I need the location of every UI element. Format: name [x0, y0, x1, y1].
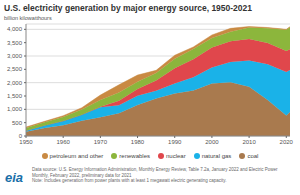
html-text:coal: coal [247, 153, 259, 159]
html-text:billion kilowatthours: billion kilowatthours [4, 15, 52, 21]
svg-text:1960: 1960 [57, 139, 71, 145]
svg-text:1950: 1950 [19, 139, 33, 145]
html-text:renewables: renewables [119, 153, 150, 159]
html-text:Note: Includes generation from: Note: Includes generation from power pla… [32, 178, 227, 183]
html-text:U.S. electricity generation by: U.S. electricity generation by major ene… [4, 3, 252, 13]
svg-text:2010: 2010 [242, 139, 256, 145]
svg-text:0: 0 [19, 133, 23, 139]
svg-text:500: 500 [12, 120, 23, 126]
svg-text:1,500: 1,500 [8, 93, 23, 99]
svg-text:3,000: 3,000 [8, 53, 23, 59]
html-text:Data source: U.S. Energy Infor: Data source: U.S. Energy Information Adm… [32, 167, 278, 178]
svg-text:1970: 1970 [94, 139, 108, 145]
svg-text:2,500: 2,500 [8, 66, 23, 72]
svg-text:1980: 1980 [131, 139, 145, 145]
html-text:eia: eia [5, 170, 24, 185]
svg-text:2000: 2000 [205, 139, 219, 145]
svg-text:2020: 2020 [280, 139, 292, 145]
svg-text:4,000: 4,000 [8, 26, 23, 32]
html-text:petroleum and other: petroleum and other [49, 153, 104, 159]
html-text:nuclear: nuclear [166, 153, 186, 159]
svg-text:1990: 1990 [168, 139, 182, 145]
svg-text:3,500: 3,500 [8, 40, 23, 46]
svg-text:1,000: 1,000 [8, 106, 23, 112]
svg-text:2,000: 2,000 [8, 80, 23, 86]
html-text:natural gas: natural gas [201, 153, 232, 159]
